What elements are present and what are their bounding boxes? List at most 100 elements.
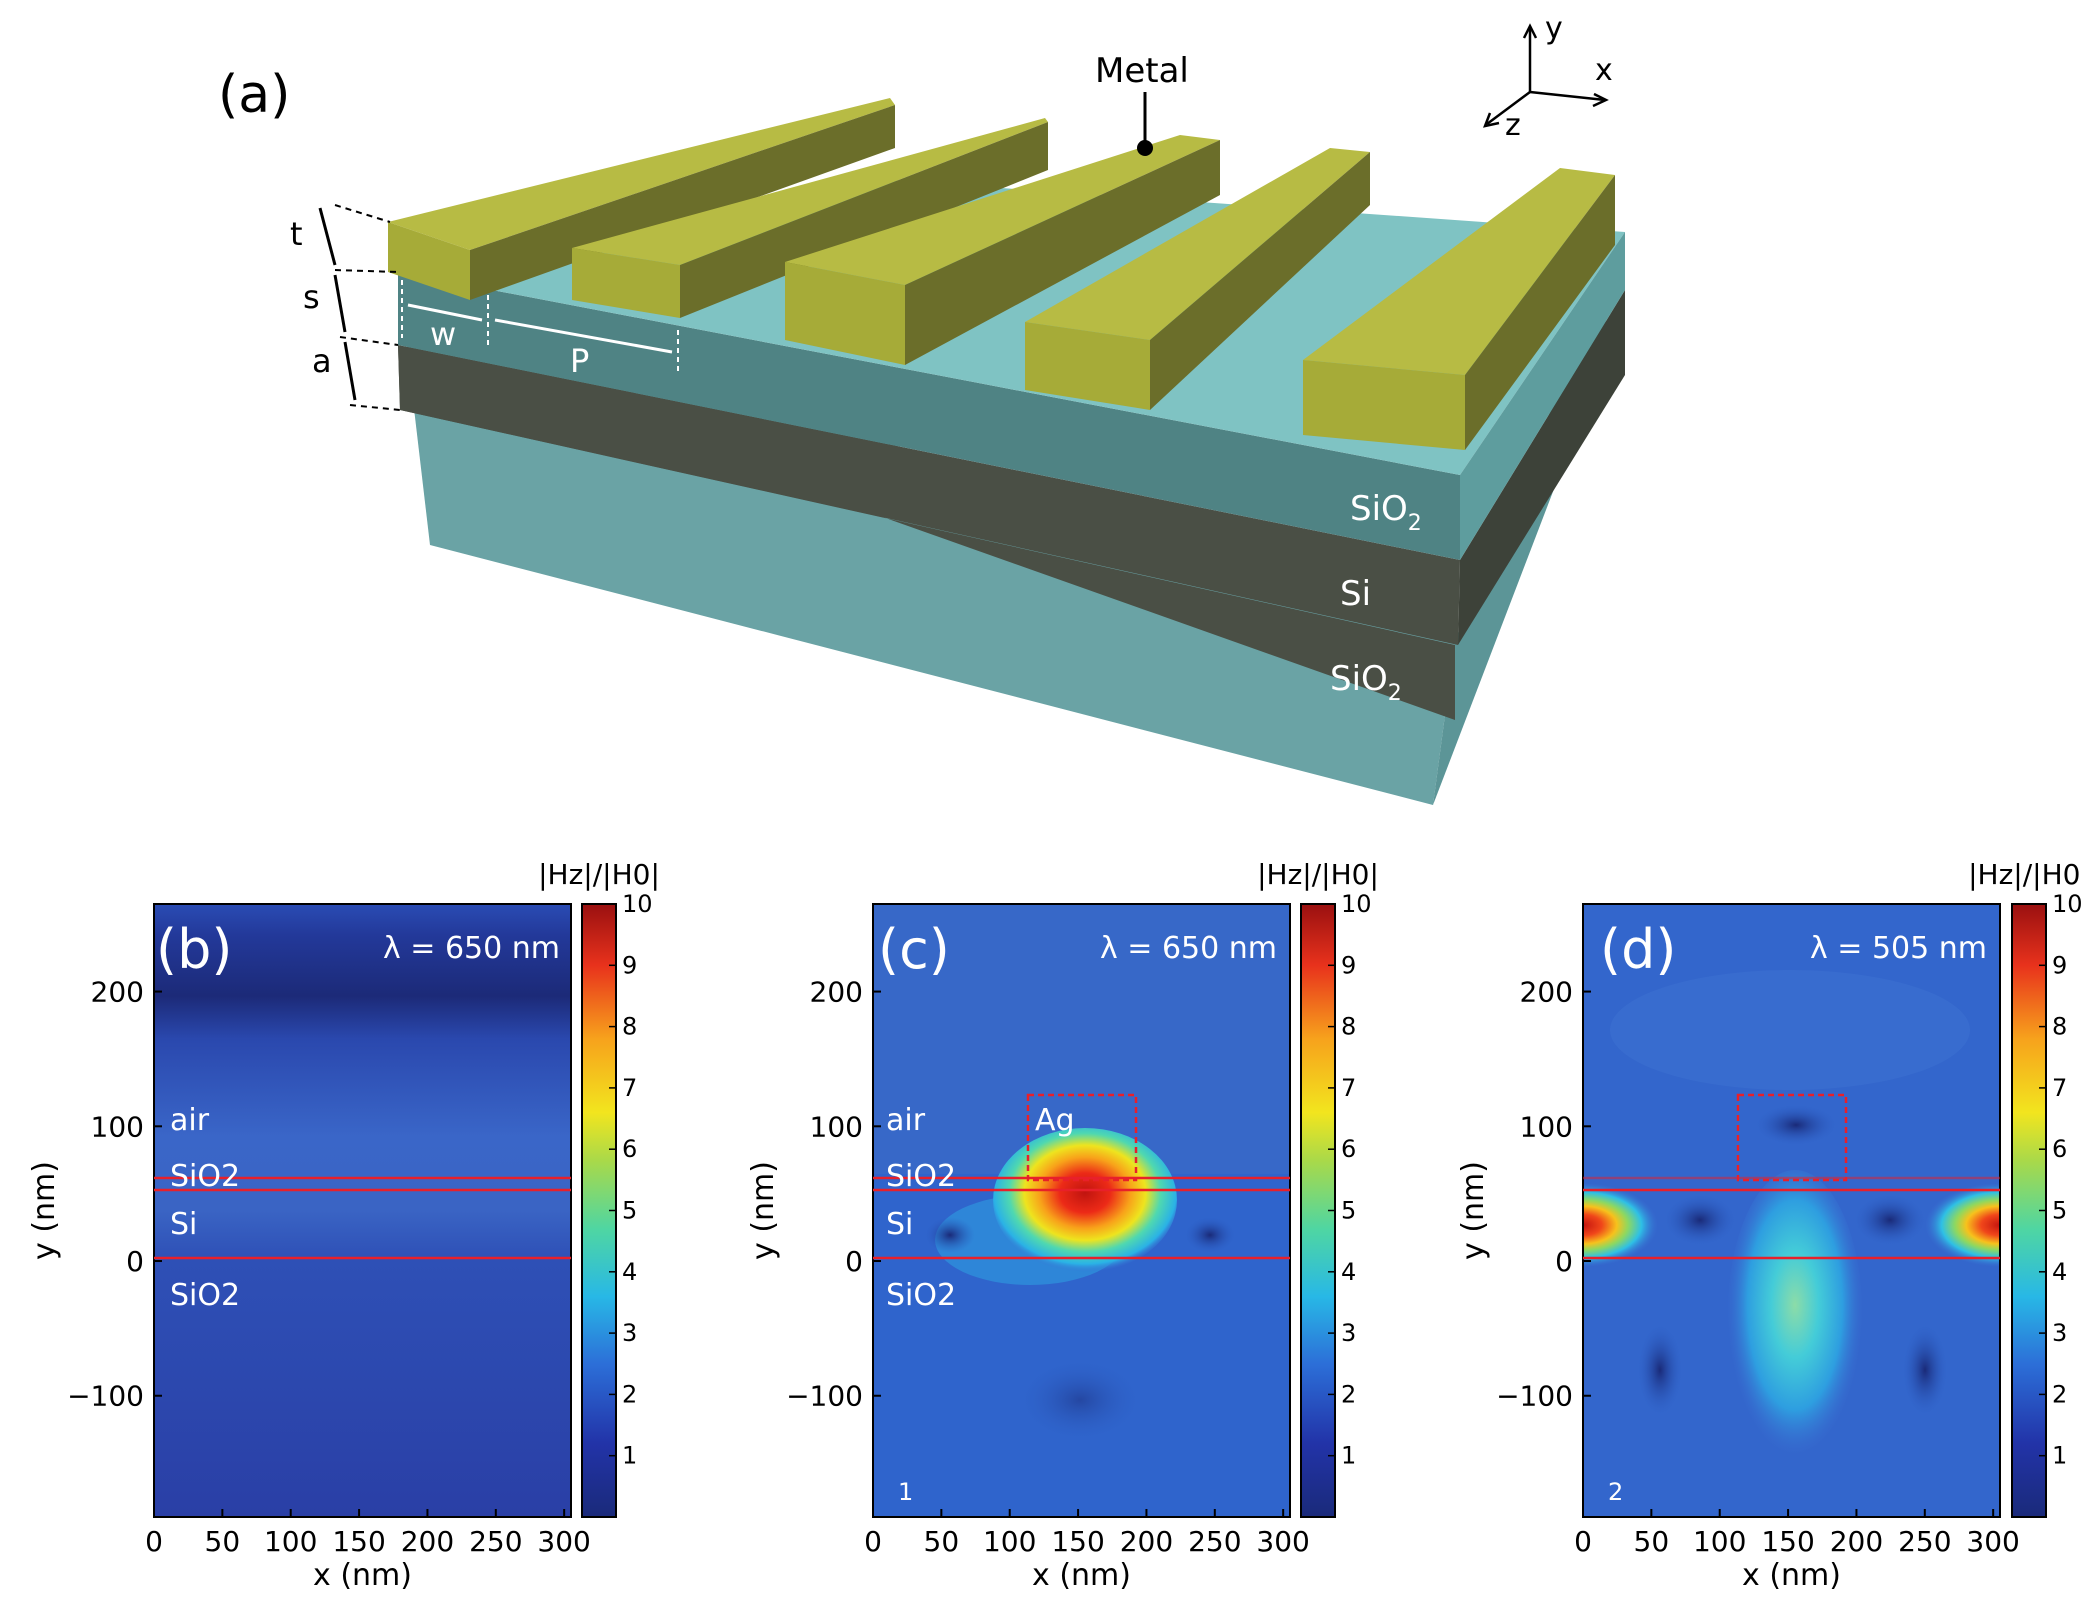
x-tick-label: 100: [264, 1525, 317, 1558]
panel-b-field-map: [154, 904, 571, 1517]
x-tick-label: 150: [332, 1525, 385, 1558]
colorbar-tick-label: 5: [2052, 1197, 2067, 1225]
w-p-arrows: [407, 303, 673, 354]
layer-sio2-bottom-label: SiO2: [1330, 659, 1402, 706]
substrate-mode-lobe: [1727, 1170, 1863, 1470]
colorbar-tick-label: 9: [622, 951, 637, 979]
waveguide-hotspot: [1583, 1183, 1658, 1267]
x-tick-label: 250: [1898, 1525, 1951, 1558]
dim-s-label: s: [303, 278, 320, 316]
panel-b-label: (b): [156, 918, 232, 981]
panel-c-wavelength: λ = 650 nm: [1100, 931, 1277, 966]
y-tick-label: −100: [67, 1380, 144, 1413]
colorbar-tick-label: 4: [1341, 1258, 1356, 1286]
panel-d-frame: [1582, 903, 2001, 1518]
y-tick-label: 100: [810, 1110, 863, 1143]
metal-bar: [785, 135, 1220, 365]
panel-b-frame: [153, 903, 572, 1518]
x-tick-label: 0: [1574, 1525, 1592, 1558]
region-sio2-label: SiO2: [170, 1278, 240, 1313]
x-tick-label: 100: [1693, 1525, 1746, 1558]
colorbar-tick-label: 4: [2052, 1258, 2067, 1286]
y-tick-label: 0: [845, 1245, 863, 1278]
colorbar-title: |Hz|/|H0|: [538, 858, 660, 891]
x-tick-label: 300: [1966, 1525, 2019, 1558]
panel-d-heatmap: (d) λ = 505 nm 2: [1582, 903, 2001, 1518]
axis-x-label: x: [1595, 53, 1613, 88]
dimension-arrows: [318, 207, 357, 401]
colorbar-tick-label: 3: [622, 1319, 637, 1347]
panel-b-heatmap: (b) λ = 650 nm air SiO2 Si SiO2: [153, 903, 572, 1518]
panel-c-frame: [872, 903, 1291, 1518]
colorbar-tick-label: 9: [2052, 951, 2067, 979]
metal-bar: [572, 118, 1048, 318]
y-axis-label: y (nm): [27, 1161, 62, 1260]
colorbar-tick-label: 6: [1341, 1135, 1356, 1163]
colorbar-title: |Hz|/|H0|: [1257, 858, 1379, 891]
x-axis-label: x (nm): [1742, 1558, 1841, 1593]
mode-number: 1: [898, 1478, 913, 1506]
colorbar-tick-label: 10: [622, 890, 653, 918]
x-axis-label: x (nm): [313, 1558, 412, 1593]
w-p-guides: [401, 280, 679, 372]
metal-stripe-outline: [1736, 1093, 1848, 1182]
x-tick-label: 150: [1051, 1525, 1104, 1558]
colorbar-title: |Hz|/|H0|: [1968, 858, 2083, 891]
region-air-label: air: [170, 1103, 210, 1138]
y-tick-label: 0: [1555, 1245, 1573, 1278]
metal-ag-label: Ag: [1035, 1103, 1075, 1138]
colorbar-tick-label: 4: [622, 1258, 637, 1286]
panel-a-label: (a): [218, 65, 290, 125]
x-tick-label: 100: [983, 1525, 1036, 1558]
colorbar-tick-label: 5: [1341, 1197, 1356, 1225]
metal-bar: [1303, 168, 1615, 450]
x-tick-label: 50: [205, 1525, 241, 1558]
x-tick-label: 300: [537, 1525, 590, 1558]
panel-b-wavelength: λ = 650 nm: [383, 931, 560, 966]
colorbar-tick-label: 6: [622, 1135, 637, 1163]
dim-a-label: a: [312, 342, 332, 380]
region-sio2-label: SiO2: [170, 1159, 240, 1194]
colorbar-tick-label: 1: [1341, 1442, 1356, 1470]
y-tick-label: 100: [1520, 1110, 1573, 1143]
region-si-label: Si: [170, 1207, 197, 1242]
x-tick-label: 0: [145, 1525, 163, 1558]
x-tick-label: 250: [1188, 1525, 1241, 1558]
colorbar-tick-label: 3: [1341, 1319, 1356, 1347]
colorbar-tick-label: 9: [1341, 951, 1356, 979]
colorbar-tick-label: 2: [622, 1380, 637, 1408]
dim-p-label: P: [570, 342, 589, 380]
y-tick-label: 200: [91, 976, 144, 1009]
dim-t-label: t: [290, 215, 303, 253]
coordinate-axes-icon: [1483, 23, 1609, 128]
y-tick-label: −100: [786, 1380, 863, 1413]
region-si-label: Si: [886, 1207, 913, 1242]
panel-d-wavelength: λ = 505 nm: [1810, 931, 1987, 966]
colorbar-tick-label: 7: [1341, 1074, 1356, 1102]
y-axis-label: y (nm): [1456, 1161, 1491, 1260]
si-layer-side: [1458, 290, 1625, 645]
metal-bar: [1025, 148, 1370, 410]
colorbar-tick-label: 8: [1341, 1013, 1356, 1041]
x-tick-label: 150: [1761, 1525, 1814, 1558]
panel-c-heatmap: Ag (c) λ = 650 nm air SiO2 Si SiO2 1: [872, 903, 1291, 1518]
axis-z-label: z: [1505, 108, 1521, 143]
panel-a-schematic: (a): [218, 11, 1625, 805]
plasmon-hotspot: [993, 1128, 1177, 1272]
colorbar-tick-label: 7: [2052, 1074, 2067, 1102]
colorbar-tick-label: 10: [1341, 890, 1372, 918]
layer-si-label: Si: [1340, 574, 1371, 614]
y-axis-label: y (nm): [746, 1161, 781, 1260]
y-tick-label: −100: [1496, 1380, 1573, 1413]
metal-stripe-outline: [1026, 1093, 1138, 1182]
region-sio2-label: SiO2: [886, 1159, 956, 1194]
region-air-label: air: [886, 1103, 926, 1138]
waveguide-hotspot: [1925, 1183, 2000, 1267]
layer-sio2-top-label: SiO2: [1350, 489, 1422, 536]
axis-y-label: y: [1545, 11, 1563, 46]
dimension-guides: [334, 204, 401, 411]
panel-d-label: (d): [1600, 918, 1676, 981]
colorbar-tick-label: 3: [2052, 1319, 2067, 1347]
